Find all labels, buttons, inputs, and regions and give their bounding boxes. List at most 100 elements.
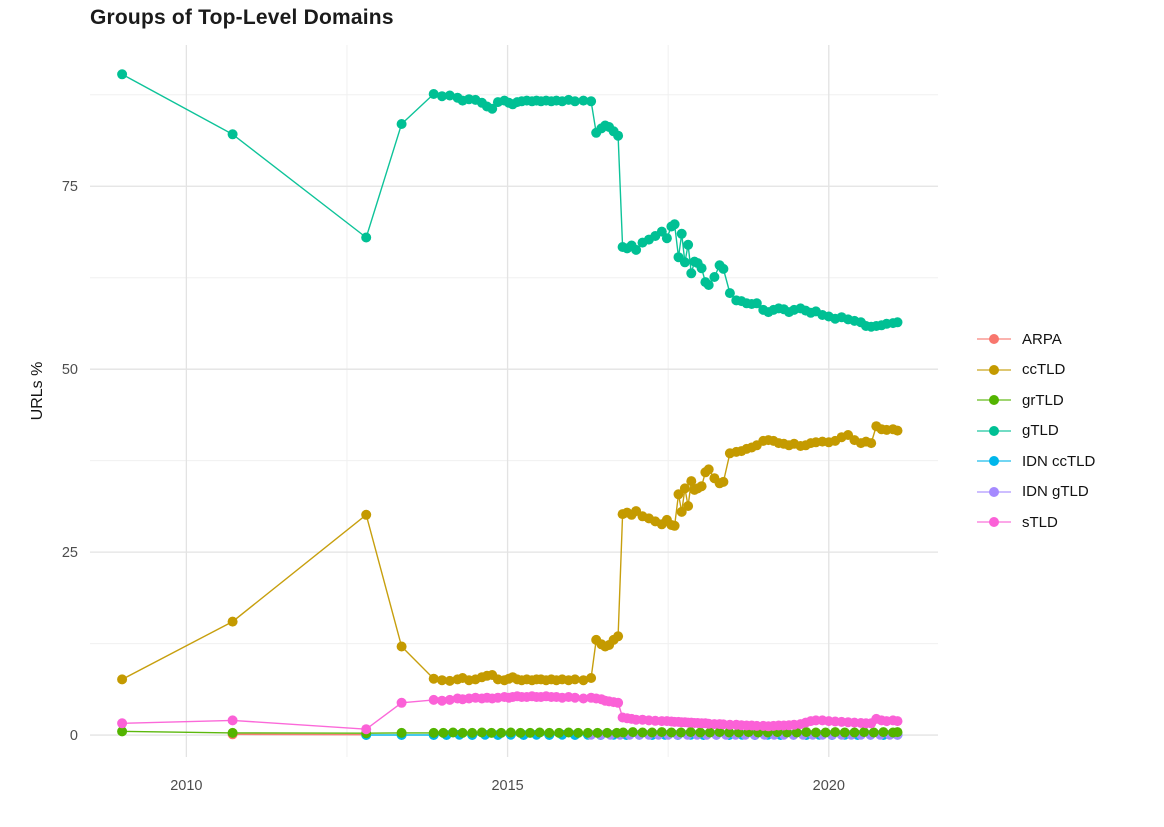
series-point-sTLD bbox=[437, 695, 447, 706]
series-point-gTLD bbox=[686, 268, 697, 279]
series-point-grTLD bbox=[830, 727, 841, 738]
series-point-ccTLD bbox=[428, 673, 439, 684]
series-point-ccTLD bbox=[117, 674, 128, 685]
series-point-sTLD bbox=[892, 716, 903, 727]
series-point-gTLD bbox=[751, 298, 762, 309]
series-point-gTLD bbox=[570, 96, 580, 107]
series-point-grTLD bbox=[892, 727, 903, 738]
y-tick-label: 0 bbox=[70, 728, 78, 744]
series-point-grTLD bbox=[573, 727, 584, 738]
x-tick-label: 2020 bbox=[813, 778, 845, 794]
legend-item-ARPA: ARPA bbox=[975, 324, 1095, 355]
series-point-grTLD bbox=[476, 727, 487, 738]
y-tick-label: 25 bbox=[62, 545, 78, 561]
x-tick-label: 2010 bbox=[170, 778, 202, 794]
legend-item-sTLD: sTLD bbox=[975, 507, 1095, 538]
legend-item-grTLD: grTLD bbox=[975, 385, 1095, 416]
series-point-ccTLD bbox=[578, 675, 589, 686]
series-point-grTLD bbox=[820, 727, 831, 738]
legend-key-icon bbox=[977, 486, 1011, 497]
series-point-sTLD bbox=[578, 693, 589, 704]
series-point-grTLD bbox=[637, 727, 648, 738]
series-point-ccTLD bbox=[679, 483, 690, 494]
series-point-gTLD bbox=[631, 244, 642, 255]
series-point-ccTLD bbox=[586, 673, 597, 683]
series-point-grTLD bbox=[592, 727, 603, 738]
series-point-grTLD bbox=[878, 727, 889, 738]
series-point-gTLD bbox=[724, 288, 735, 299]
series-point-ccTLD bbox=[673, 489, 684, 500]
series-point-ccTLD bbox=[718, 476, 729, 487]
legend-key-icon bbox=[977, 364, 1011, 375]
series-point-gTLD bbox=[718, 263, 729, 274]
series-point-ccTLD bbox=[703, 464, 714, 475]
legend-label: IDN gTLD bbox=[1022, 483, 1089, 501]
legend: ARPA ccTLD grTLD gTLD IDN ccTLD IDN gTLD sTLD bbox=[975, 324, 1095, 538]
series-point-gTLD bbox=[396, 119, 407, 129]
series-point-ccTLD bbox=[361, 509, 372, 520]
series-point-grTLD bbox=[117, 726, 128, 737]
series-point-grTLD bbox=[801, 727, 812, 738]
series-point-grTLD bbox=[582, 727, 593, 738]
series-point-ccTLD bbox=[686, 476, 697, 487]
series-point-grTLD bbox=[810, 727, 821, 738]
legend-item-IDN-gTLD: IDN gTLD bbox=[975, 477, 1095, 508]
series-point-ccTLD bbox=[669, 520, 680, 531]
legend-key-icon bbox=[977, 425, 1011, 436]
series-line-gTLD bbox=[121, 73, 898, 328]
series-point-grTLD bbox=[563, 727, 574, 738]
series-point-ccTLD bbox=[866, 438, 877, 449]
series-point-gTLD bbox=[613, 130, 624, 141]
series-point-ccTLD bbox=[437, 675, 447, 686]
legend-item-IDN-ccTLD: IDN ccTLD bbox=[975, 446, 1095, 477]
series-point-sTLD bbox=[117, 718, 128, 729]
legend-key-icon bbox=[977, 395, 1011, 406]
series-point-grTLD bbox=[656, 727, 667, 738]
legend-key-icon bbox=[977, 517, 1011, 528]
series-point-grTLD bbox=[515, 727, 526, 738]
series-point-grTLD bbox=[534, 727, 545, 738]
series-point-grTLD bbox=[602, 727, 613, 738]
series-point-grTLD bbox=[486, 727, 497, 738]
series-point-gTLD bbox=[679, 257, 690, 268]
series-point-sTLD bbox=[428, 694, 439, 705]
legend-item-gTLD: gTLD bbox=[975, 416, 1095, 447]
legend-key-icon bbox=[977, 334, 1011, 345]
x-tick-label: 2015 bbox=[491, 778, 523, 794]
series-line-ccTLD bbox=[121, 425, 898, 682]
series-point-sTLD bbox=[613, 697, 624, 708]
series-point-grTLD bbox=[428, 727, 439, 738]
series-point-gTLD bbox=[361, 232, 372, 243]
series-point-ccTLD bbox=[696, 481, 707, 492]
series-point-gTLD bbox=[578, 95, 589, 106]
series-point-gTLD bbox=[117, 69, 128, 80]
legend-label: gTLD bbox=[1022, 422, 1059, 440]
y-tick-label: 75 bbox=[62, 179, 78, 195]
series-point-grTLD bbox=[505, 727, 516, 738]
series-point-grTLD bbox=[227, 727, 238, 738]
series-point-grTLD bbox=[647, 727, 658, 738]
series-point-gTLD bbox=[437, 91, 447, 102]
legend-label: IDN ccTLD bbox=[1022, 452, 1096, 470]
legend-item-ccTLD: ccTLD bbox=[975, 355, 1095, 386]
series-point-grTLD bbox=[839, 727, 850, 738]
series-point-grTLD bbox=[525, 727, 536, 738]
series-point-gTLD bbox=[227, 129, 238, 140]
legend-label: grTLD bbox=[1022, 391, 1064, 409]
series-point-grTLD bbox=[849, 727, 860, 738]
series-point-grTLD bbox=[627, 727, 638, 738]
series-point-grTLD bbox=[496, 727, 507, 738]
series-point-gTLD bbox=[586, 96, 597, 107]
y-tick-label: 50 bbox=[62, 362, 78, 378]
series-point-sTLD bbox=[444, 694, 455, 705]
series-point-ccTLD bbox=[444, 675, 455, 686]
series-point-gTLD bbox=[709, 272, 720, 282]
series-point-grTLD bbox=[724, 727, 735, 738]
series-point-ccTLD bbox=[892, 425, 903, 436]
legend-key-icon bbox=[977, 456, 1011, 467]
series-point-gTLD bbox=[487, 103, 498, 114]
series-point-grTLD bbox=[868, 727, 879, 738]
series-point-gTLD bbox=[676, 228, 687, 239]
series-point-sTLD bbox=[227, 715, 238, 726]
